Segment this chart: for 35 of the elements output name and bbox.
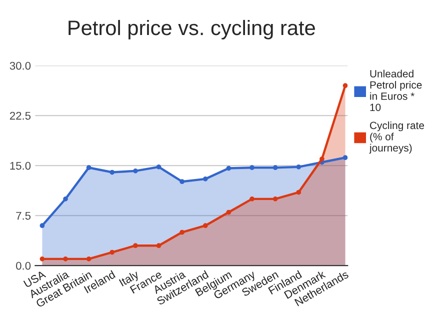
point xyxy=(110,250,115,255)
legend-label: Unleaded Petrol price in Euros * 10 xyxy=(370,70,422,112)
point xyxy=(342,83,348,88)
chart-title: Petrol price vs. cycling rate xyxy=(68,20,315,40)
y-tick-label: 7.5 xyxy=(16,212,31,220)
legend-label: Cycling rate (% of journeys) xyxy=(369,121,424,154)
point xyxy=(40,256,45,262)
y-tick-label: 0.0 xyxy=(16,262,31,270)
point xyxy=(250,196,254,202)
point xyxy=(156,243,162,248)
point xyxy=(296,190,302,195)
point xyxy=(272,165,278,170)
point xyxy=(86,256,92,262)
point xyxy=(272,196,278,202)
point xyxy=(296,164,302,170)
point xyxy=(320,156,324,162)
y-tick-label: 30.0 xyxy=(10,62,31,70)
point xyxy=(342,155,348,160)
point xyxy=(86,165,92,170)
point xyxy=(202,176,208,182)
point xyxy=(63,196,68,202)
y-tick-label: 15.0 xyxy=(10,162,31,170)
point xyxy=(226,166,232,171)
point xyxy=(180,230,185,235)
point xyxy=(156,164,162,170)
point xyxy=(110,170,115,175)
y-tick-label: 22.5 xyxy=(10,112,31,120)
point xyxy=(250,165,254,170)
point xyxy=(226,210,232,215)
point xyxy=(202,223,208,228)
point xyxy=(40,223,45,228)
point xyxy=(133,243,138,248)
point xyxy=(63,256,68,262)
point xyxy=(180,179,185,184)
point xyxy=(133,168,138,174)
